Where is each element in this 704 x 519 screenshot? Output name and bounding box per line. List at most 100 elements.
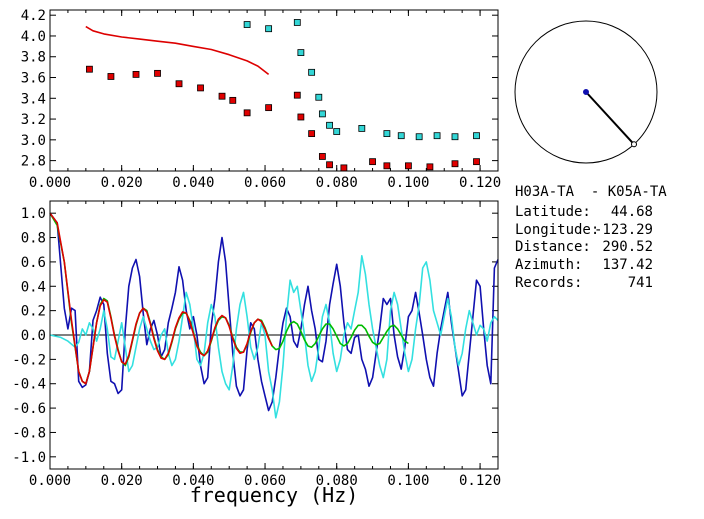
dispersion-marker — [243, 109, 251, 117]
compass-circle — [514, 20, 658, 164]
correlation-x-tick-label: 0.020 — [101, 473, 143, 489]
dispersion-marker — [243, 21, 251, 28]
dispersion-y-tick-label: 2.8 — [21, 154, 46, 170]
correlation-panel: 0.000 0.020 0.040 0.060 0.080 0.100 0.120 1.0 0.… — [12, 200, 501, 507]
dispersion-marker — [197, 84, 204, 92]
dispersion-y-tick-label: 3.6 — [21, 71, 46, 87]
dispersion-marker — [265, 25, 273, 33]
dispersion-marker — [473, 158, 480, 166]
dispersion-marker — [293, 19, 301, 26]
dispersion-marker — [433, 132, 441, 140]
longitude-value: -123.29 — [594, 222, 653, 238]
dispersion-marker — [229, 96, 237, 104]
records-value: 741 — [628, 275, 653, 291]
dispersion-x-tick-label: 0.000 — [29, 175, 71, 191]
longitude-label: Longitude: — [515, 222, 599, 238]
dispersion-marker — [315, 93, 323, 101]
dispersion-marker — [318, 153, 326, 160]
dispersion-y-tick-label: 3.8 — [21, 50, 46, 66]
correlation-y-tick-label: 0.4 — [21, 279, 46, 295]
dispersion-marker — [308, 130, 316, 138]
dispersion-marker — [473, 132, 480, 140]
correlation-x-tick-label: 0.060 — [244, 473, 286, 489]
dispersion-marker — [297, 113, 305, 121]
correlation-x-tick-label: 0.120 — [459, 473, 501, 489]
dispersion-marker — [383, 130, 391, 138]
correlation-frame — [49, 200, 499, 470]
dispersion-marker — [369, 158, 376, 166]
correlation-y-tick-label: -0.4 — [12, 377, 46, 393]
correlation-x-tick-label: 0.080 — [316, 473, 358, 489]
dispersion-x-tick-label: 0.120 — [459, 175, 501, 191]
dispersion-marker — [297, 49, 305, 56]
dispersion-marker — [175, 80, 183, 88]
correlation-y-tick-label: -0.6 — [12, 401, 46, 417]
distance-label: Distance: — [515, 239, 591, 255]
compass-tip-marker — [631, 141, 637, 148]
correlation-y-tick-label: 0.6 — [21, 255, 46, 271]
dispersion-axes: 0.000 0.020 0.040 0.060 0.080 0.100 0.120 2.8 3.… — [21, 8, 501, 191]
dispersion-marker — [218, 92, 226, 100]
dispersion-y-tick-label: 3.2 — [21, 112, 46, 128]
dispersion-marker — [451, 160, 459, 168]
dispersion-marker — [333, 128, 341, 135]
dispersion-marker — [451, 133, 459, 141]
dispersion-x-tick-label: 0.020 — [101, 175, 143, 191]
x-axis-title: frequency (Hz) — [190, 483, 359, 507]
correlation-y-tick-label: 0.8 — [21, 231, 46, 247]
station-info: H03A-TA - K05A-TA Latitude: 44.68 Longit… — [515, 184, 667, 291]
correlation-series-line — [49, 212, 499, 412]
dispersion-y-tick-label: 4.0 — [21, 29, 46, 45]
correlation-y-tick-label: 1.0 — [21, 206, 46, 222]
dispersion-marker — [404, 162, 412, 170]
correlation-x-tick-label: 0.000 — [29, 473, 71, 489]
correlation-series-line — [49, 255, 499, 419]
dispersion-marker — [383, 162, 391, 170]
latitude-value: 44.68 — [611, 204, 653, 220]
dispersion-marker — [358, 125, 366, 132]
dispersion-marker — [326, 161, 333, 169]
dispersion-marker — [293, 91, 301, 99]
correlation-y-tick-label: 0.0 — [21, 328, 46, 344]
correlation-y-tick-label: -0.2 — [12, 352, 46, 368]
dispersion-marker — [107, 73, 115, 80]
dispersion-x-tick-label: 0.060 — [244, 175, 286, 191]
azimuth-value: 137.42 — [602, 257, 653, 273]
dispersion-series — [85, 19, 480, 172]
compass-center-marker — [583, 89, 589, 95]
correlation-y-tick-label: -1.0 — [12, 450, 46, 466]
azimuth-compass — [514, 20, 658, 164]
dispersion-y-tick-label: 3.4 — [21, 91, 46, 107]
dispersion-marker — [308, 68, 316, 76]
correlation-x-tick-label: 0.100 — [387, 473, 429, 489]
dispersion-y-tick-label: 4.2 — [21, 8, 46, 24]
dispersion-marker — [265, 104, 273, 112]
dispersion-marker — [154, 69, 161, 77]
dispersion-x-tick-label: 0.040 — [172, 175, 214, 191]
dispersion-frame — [49, 9, 499, 172]
distance-value: 290.52 — [602, 239, 653, 255]
dispersion-marker — [86, 65, 93, 73]
dispersion-marker — [415, 133, 423, 141]
station-pair: H03A-TA - K05A-TA — [515, 184, 667, 200]
dispersion-marker — [340, 164, 348, 172]
dispersion-x-tick-label: 0.080 — [316, 175, 358, 191]
dispersion-series-line — [85, 25, 270, 76]
correlation-x-tick-label: 0.040 — [172, 473, 214, 489]
dispersion-x-tick-label: 0.100 — [387, 175, 429, 191]
dispersion-marker — [132, 71, 140, 78]
records-label: Records: — [515, 275, 582, 291]
dispersion-y-tick-label: 3.0 — [21, 133, 46, 149]
correlation-axes: 0.000 0.020 0.040 0.060 0.080 0.100 0.120 1.0 0.… — [12, 201, 501, 489]
azimuth-label: Azimuth: — [515, 257, 582, 273]
azimuth-needle — [585, 91, 635, 145]
correlation-y-tick-label: 0.2 — [21, 304, 46, 320]
correlation-series — [49, 212, 499, 419]
correlation-series-line — [49, 212, 273, 385]
dispersion-marker — [318, 110, 326, 118]
correlation-y-tick-label: -0.8 — [12, 425, 46, 441]
dispersion-panel: 0.000 0.020 0.040 0.060 0.080 0.100 0.120 2.8 3.… — [21, 8, 501, 191]
latitude-label: Latitude: — [515, 204, 591, 220]
dispersion-marker — [326, 121, 333, 129]
